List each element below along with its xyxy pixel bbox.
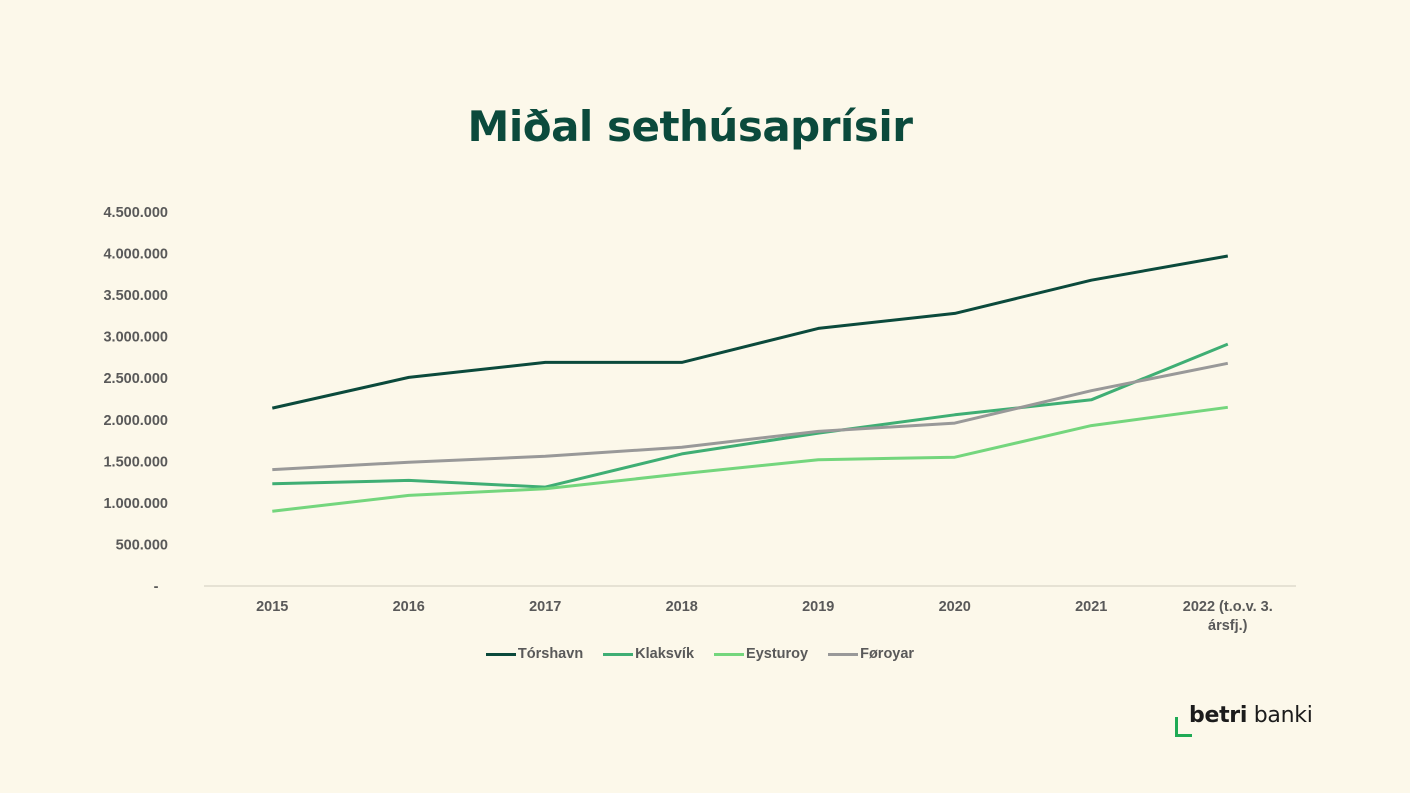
y-tick-label: 2.000.000 bbox=[103, 413, 168, 429]
legend-swatch bbox=[485, 652, 516, 656]
x-tick-label: 2021 bbox=[1075, 599, 1107, 615]
y-tick-label: 1.500.000 bbox=[103, 454, 168, 470]
legend-swatch bbox=[714, 652, 745, 656]
y-tick-label: 3.000.000 bbox=[103, 330, 168, 346]
series-line-f-royar bbox=[272, 361, 1229, 472]
logo-regular: banki bbox=[1247, 703, 1313, 728]
legend-label: Føroyar bbox=[860, 646, 915, 662]
x-tick-label: 2015 bbox=[256, 599, 288, 615]
legend-label: Tórshavn bbox=[517, 646, 584, 662]
y-axis-ticks: - 500.000 1.000.000 1.500.000 2.000.000 2.500… bbox=[103, 205, 168, 595]
x-tick-label: 2016 bbox=[393, 599, 425, 615]
legend-swatch bbox=[828, 652, 859, 656]
x-axis-ticks: 2015 2016 2017 2018 2019 2020 2021 2022 (t.o.v.… bbox=[256, 599, 1273, 634]
x-tick-label: 2020 bbox=[939, 599, 971, 615]
series-line-t-rshavn bbox=[271, 254, 1229, 410]
legend-label: Eysturoy bbox=[746, 646, 809, 662]
legend-item: Føroyar bbox=[828, 646, 914, 662]
series-lines bbox=[271, 254, 1229, 513]
legend: Tórshavn Klaksvík Eysturoy Føroyar bbox=[0, 646, 1400, 662]
y-tick-label: 3.500.000 bbox=[103, 288, 168, 304]
logo-text: betri banki bbox=[1189, 703, 1313, 728]
x-tick-label: 2018 bbox=[666, 599, 698, 615]
legend-item: Klaksvík bbox=[603, 646, 694, 662]
y-tick-label: 4.000.000 bbox=[103, 247, 168, 263]
y-tick-label: 500.000 bbox=[116, 537, 168, 553]
y-tick-label: 4.500.000 bbox=[103, 205, 168, 221]
series-line-eysturoy bbox=[272, 405, 1228, 513]
x-tick-label: 2022 (t.o.v. 3. ársfj.) bbox=[1183, 599, 1273, 634]
legend-item: Tórshavn bbox=[485, 646, 584, 662]
y-tick-label: 2.500.000 bbox=[103, 371, 168, 387]
legend-item: Eysturoy bbox=[714, 646, 808, 662]
legend-swatch bbox=[603, 652, 634, 656]
logo-corner-icon bbox=[1175, 717, 1192, 737]
x-tick-label: 2019 bbox=[802, 599, 834, 615]
chart-title: Miðal sethúsaprísir bbox=[467, 102, 913, 151]
betri-banki-logo: betri banki bbox=[1175, 703, 1325, 743]
y-tick-label: - bbox=[154, 579, 159, 595]
y-tick-label: 1.000.000 bbox=[103, 496, 168, 512]
series-line-klaksv-k bbox=[272, 342, 1229, 489]
logo-bold: betri bbox=[1189, 703, 1248, 728]
legend-label: Klaksvík bbox=[635, 646, 695, 662]
x-tick-label: 2017 bbox=[529, 599, 561, 615]
